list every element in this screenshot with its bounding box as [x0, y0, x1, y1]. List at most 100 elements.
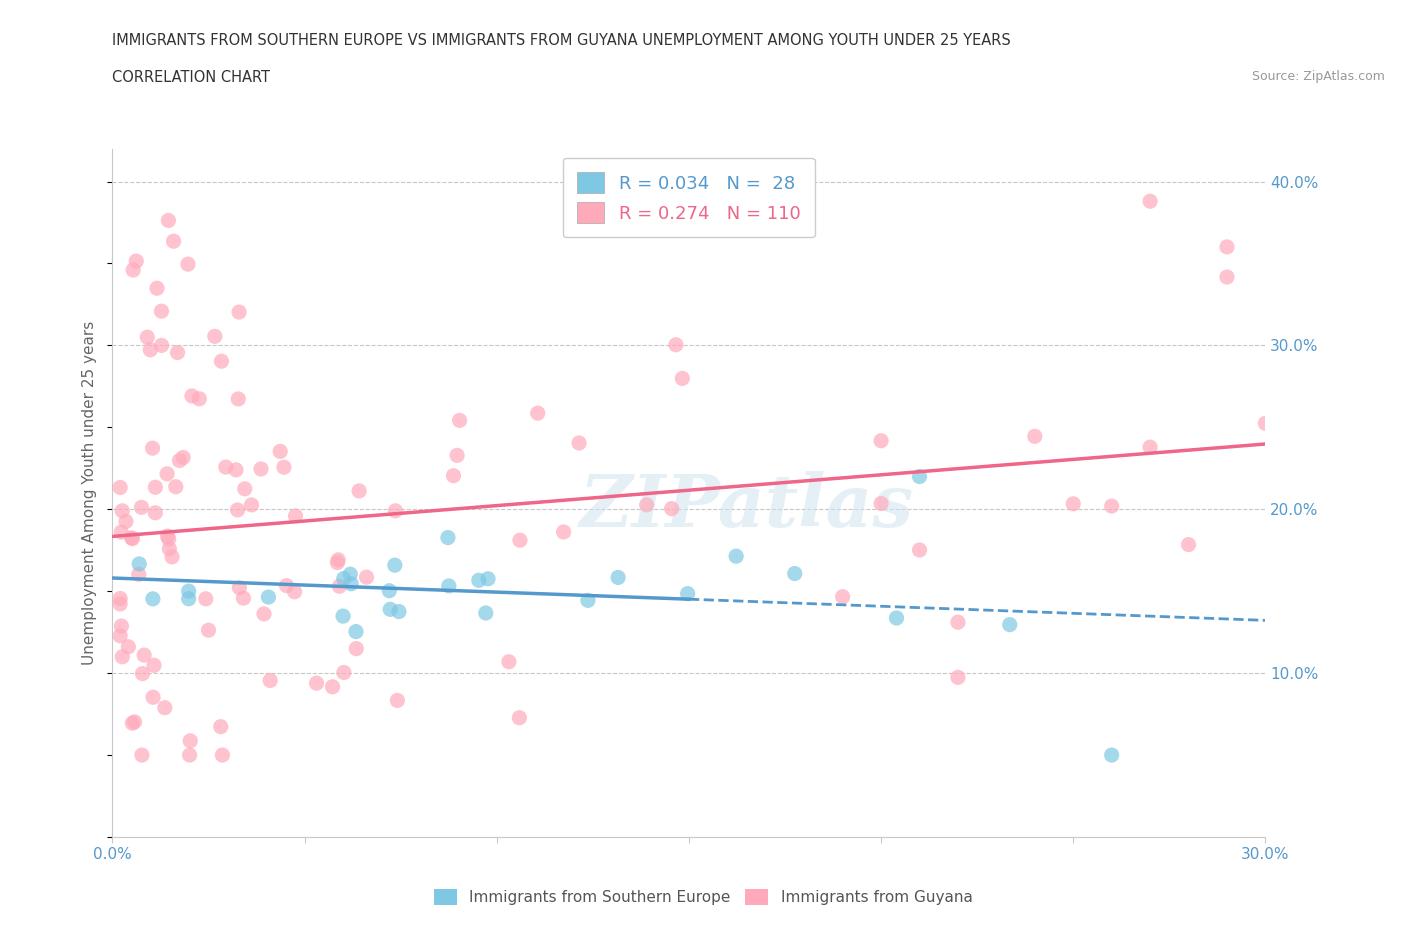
Point — [122, 262, 145, 277]
Point — [305, 676, 328, 691]
Text: ZIPatlas: ZIPatlas — [579, 472, 914, 542]
Point — [131, 666, 153, 681]
Point — [1216, 239, 1239, 254]
Point — [228, 305, 250, 320]
Point — [156, 528, 179, 543]
Point — [226, 392, 249, 406]
Point — [156, 466, 179, 481]
Point — [124, 714, 146, 729]
Point — [121, 530, 143, 545]
Point — [1062, 497, 1084, 512]
Point — [240, 498, 263, 512]
Point — [232, 591, 254, 605]
Y-axis label: Unemployment Among Youth under 25 years: Unemployment Among Youth under 25 years — [82, 321, 97, 665]
Point — [1177, 538, 1199, 552]
Point — [378, 583, 401, 598]
Point — [661, 501, 683, 516]
Point — [177, 591, 200, 606]
Point — [568, 435, 591, 450]
Point — [449, 413, 471, 428]
Point — [498, 655, 520, 670]
Point — [1024, 429, 1046, 444]
Point — [225, 462, 247, 477]
Point — [384, 503, 406, 518]
Point — [108, 591, 131, 606]
Point — [188, 392, 211, 406]
Point — [388, 604, 411, 619]
Point — [250, 461, 273, 476]
Point — [177, 257, 200, 272]
Point — [128, 556, 150, 571]
Point — [1101, 748, 1123, 763]
Point — [1254, 416, 1277, 431]
Text: IMMIGRANTS FROM SOUTHERN EUROPE VS IMMIGRANTS FROM GUYANA UNEMPLOYMENT AMONG YOU: IMMIGRANTS FROM SOUTHERN EUROPE VS IMMIG… — [112, 33, 1011, 47]
Point — [226, 502, 249, 517]
Point — [121, 531, 143, 546]
Point — [1139, 193, 1161, 208]
Point — [607, 570, 630, 585]
Point — [179, 748, 201, 763]
Point — [328, 578, 350, 593]
Point — [194, 591, 217, 606]
Point — [326, 555, 349, 570]
Point — [437, 530, 460, 545]
Point — [172, 450, 194, 465]
Point — [179, 734, 201, 749]
Point — [108, 629, 131, 644]
Point — [110, 618, 132, 633]
Point — [347, 484, 370, 498]
Point — [169, 453, 191, 468]
Point — [228, 580, 250, 595]
Point — [197, 623, 219, 638]
Point — [143, 505, 166, 520]
Point — [380, 602, 402, 617]
Point — [162, 233, 184, 248]
Point — [340, 577, 363, 591]
Point — [328, 552, 350, 567]
Point — [384, 558, 406, 573]
Point — [443, 469, 465, 484]
Point — [153, 700, 176, 715]
Point — [273, 459, 295, 474]
Point — [725, 549, 748, 564]
Point — [253, 606, 276, 621]
Point — [111, 503, 134, 518]
Point — [886, 611, 908, 626]
Point — [142, 591, 165, 606]
Point — [134, 647, 156, 662]
Point — [160, 550, 183, 565]
Point — [870, 496, 893, 511]
Point — [157, 541, 180, 556]
Point — [332, 571, 354, 586]
Legend: Immigrants from Southern Europe, Immigrants from Guyana: Immigrants from Southern Europe, Immigra… — [426, 882, 980, 913]
Point — [136, 330, 159, 345]
Point — [344, 641, 367, 656]
Point — [139, 342, 162, 357]
Point — [908, 469, 931, 484]
Point — [333, 665, 356, 680]
Point — [446, 448, 468, 463]
Point — [783, 566, 806, 581]
Point — [946, 670, 969, 684]
Point — [143, 480, 166, 495]
Point — [143, 658, 166, 672]
Point — [233, 482, 256, 497]
Point — [437, 578, 460, 593]
Point — [117, 639, 139, 654]
Point — [142, 690, 165, 705]
Point — [111, 649, 134, 664]
Point — [831, 590, 853, 604]
Text: CORRELATION CHART: CORRELATION CHART — [112, 70, 270, 85]
Text: Source: ZipAtlas.com: Source: ZipAtlas.com — [1251, 70, 1385, 83]
Point — [257, 590, 280, 604]
Point — [121, 716, 143, 731]
Point — [908, 542, 931, 557]
Point — [475, 605, 498, 620]
Point — [165, 479, 187, 494]
Point — [150, 304, 173, 319]
Point — [276, 578, 298, 593]
Point — [1101, 498, 1123, 513]
Point — [259, 673, 281, 688]
Point — [108, 480, 131, 495]
Point — [665, 338, 688, 352]
